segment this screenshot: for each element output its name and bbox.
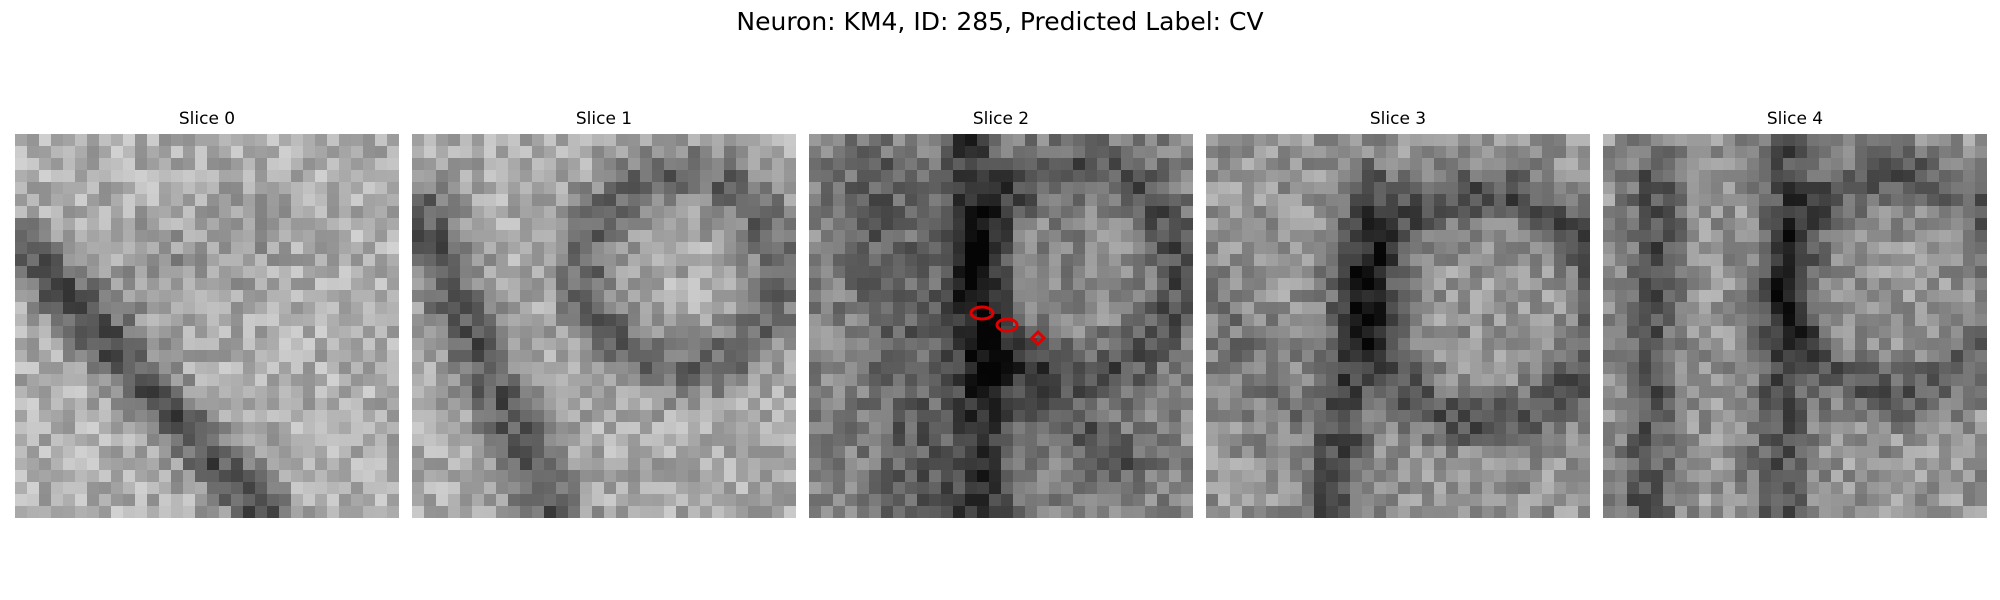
slice-title-1: Slice 1 xyxy=(575,109,633,129)
figure-title: Neuron: KM4, ID: 285, Predicted Label: C… xyxy=(736,7,1264,36)
slice-panel-0: Slice 0 xyxy=(15,108,399,518)
slice-title-3: Slice 3 xyxy=(1369,109,1427,129)
slice-image-4 xyxy=(1603,134,1987,518)
synapse-marker-b xyxy=(995,317,1019,333)
slice-panel-4: Slice 4 xyxy=(1603,108,1987,518)
slice-title-4: Slice 4 xyxy=(1766,109,1824,129)
slice-image-1 xyxy=(412,134,796,518)
slice-panel-1: Slice 1 xyxy=(412,108,796,518)
synapse-marker-c xyxy=(1029,329,1047,347)
slice-title-0: Slice 0 xyxy=(178,109,236,129)
slice-panel-2: Slice 2 xyxy=(809,108,1193,518)
slice-title-2: Slice 2 xyxy=(972,109,1030,129)
slice-image-3 xyxy=(1206,134,1590,518)
slice-image-0 xyxy=(15,134,399,518)
slice-panel-3: Slice 3 xyxy=(1206,108,1590,518)
slice-image-2 xyxy=(809,134,1193,518)
synapse-marker-a xyxy=(969,305,995,321)
